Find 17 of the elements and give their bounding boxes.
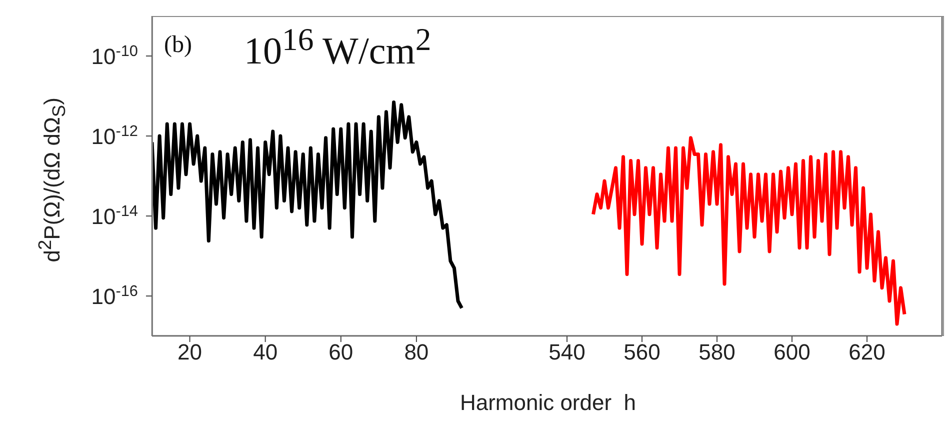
y-tick-label: 10$^{-10}$ [91,42,138,69]
x-tick-label: 600 [774,340,810,365]
annotation: (b) [164,32,192,59]
annotation: 10$^{16}$ W/cm$^{2}$ [244,22,432,74]
x-tick-label: 580 [698,340,736,365]
y-tick-label: 10$^{-12}$ [91,122,138,149]
x-tick-label: 620 [848,340,886,365]
x-tick-label: 80 [404,340,429,365]
y-tick-label: 10$^{-14}$ [91,202,138,229]
x-tick-label: 540 [548,340,586,365]
x-tick-label: 560 [624,340,660,365]
x-tick-label: 40 [253,340,278,365]
line-series [152,100,464,310]
y-tick-label: 10$^{-16}$ [91,282,138,309]
x-axis-title: Harmonic order h [458,390,638,416]
x-tick-label: 60 [328,340,354,365]
x-tick-label: 20 [178,340,202,365]
